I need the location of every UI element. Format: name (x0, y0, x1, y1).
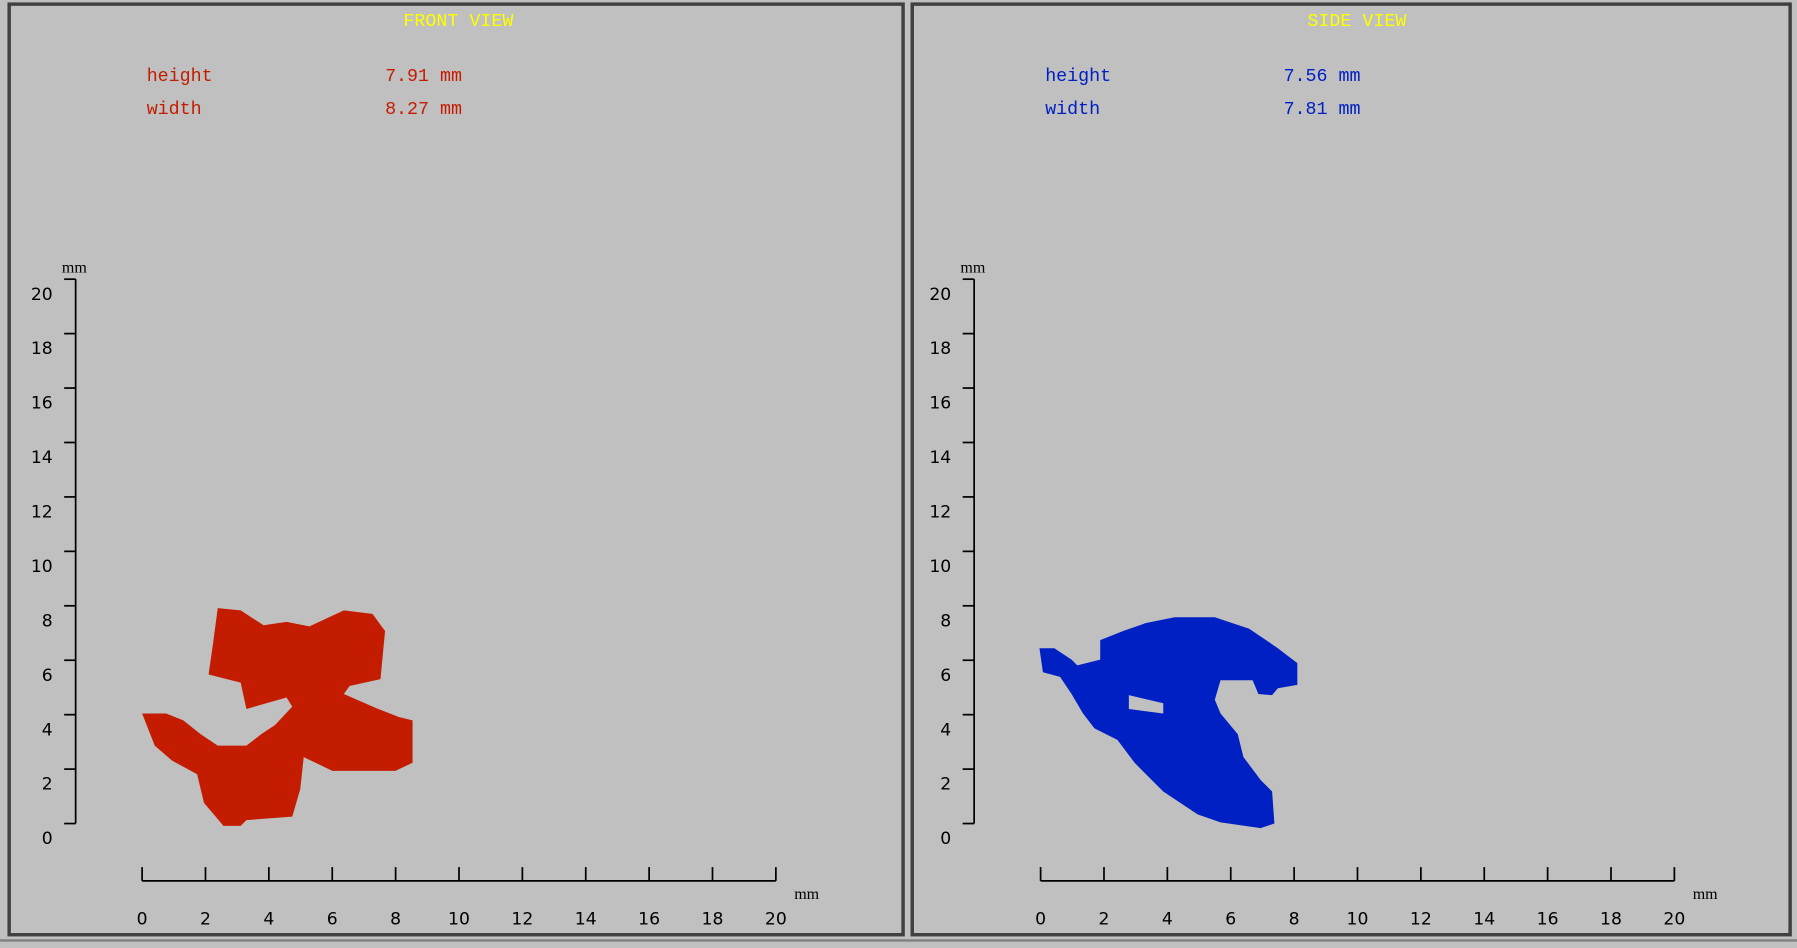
side-shape-hole (1128, 695, 1164, 714)
y-tick-label: 18 (929, 339, 951, 359)
y-tick-label: 8 (42, 611, 53, 631)
y-axis-unit: mm (62, 259, 87, 276)
x-tick-label: 20 (765, 909, 787, 929)
y-tick-label: 2 (42, 775, 53, 795)
side-shape (1039, 617, 1298, 829)
y-tick-label: 12 (929, 503, 951, 523)
x-tick-label: 14 (1473, 909, 1495, 929)
x-tick-label: 18 (1600, 909, 1622, 929)
x-tick-label: 18 (702, 909, 724, 929)
y-tick-label: 0 (940, 829, 951, 849)
y-tick-label: 0 (42, 829, 53, 849)
y-tick-label: 2 (940, 775, 951, 795)
front-shape (142, 608, 413, 826)
x-tick-label: 14 (575, 909, 597, 929)
y-tick-label: 14 (929, 448, 951, 468)
y-tick-label: 16 (929, 394, 951, 414)
y-tick-label: 12 (31, 503, 53, 523)
measurement-label: height (147, 66, 213, 87)
y-tick-label: 6 (940, 666, 951, 686)
x-tick-label: 4 (1162, 909, 1173, 929)
x-tick-label: 2 (200, 909, 211, 929)
x-tick-label: 12 (1410, 909, 1432, 929)
side-panel (910, 2, 1792, 937)
x-tick-label: 10 (448, 909, 470, 929)
y-tick-label: 20 (31, 285, 53, 305)
y-tick-label: 10 (31, 557, 53, 577)
y-tick-label: 4 (42, 720, 53, 740)
y-tick-label: 6 (42, 666, 53, 686)
panel-title: SIDE VIEW (1307, 11, 1406, 32)
x-tick-label: 12 (511, 909, 533, 929)
measurement-value: 7.91 mm (385, 66, 462, 87)
x-tick-label: 16 (1537, 909, 1559, 929)
measurement-label: width (1045, 99, 1100, 120)
x-tick-label: 10 (1347, 909, 1369, 929)
x-tick-label: 20 (1663, 909, 1685, 929)
measurement-value: 7.56 mm (1284, 66, 1361, 87)
measurement-label: height (1045, 66, 1111, 87)
measurement-label: width (147, 99, 202, 120)
x-axis-unit: mm (794, 886, 819, 903)
y-tick-label: 8 (940, 611, 951, 631)
y-axis-unit: mm (960, 259, 985, 276)
y-tick-label: 20 (929, 285, 951, 305)
measurement-value: 8.27 mm (385, 99, 462, 120)
x-tick-label: 6 (327, 909, 338, 929)
y-tick-label: 4 (940, 720, 951, 740)
front-panel (7, 2, 905, 937)
x-tick-label: 16 (638, 909, 660, 929)
measurement-value: 7.81 mm (1284, 99, 1361, 120)
y-tick-label: 18 (31, 339, 53, 359)
x-tick-label: 8 (390, 909, 401, 929)
panel-title: FRONT VIEW (403, 11, 513, 32)
x-tick-label: 8 (1289, 909, 1300, 929)
x-tick-label: 2 (1099, 909, 1110, 929)
x-tick-label: 0 (1035, 909, 1046, 929)
y-tick-label: 16 (31, 394, 53, 414)
y-tick-label: 10 (929, 557, 951, 577)
x-tick-label: 0 (137, 909, 148, 929)
x-tick-label: 6 (1225, 909, 1236, 929)
y-tick-label: 14 (31, 448, 53, 468)
x-axis-unit: mm (1693, 886, 1718, 903)
x-tick-label: 4 (263, 909, 274, 929)
